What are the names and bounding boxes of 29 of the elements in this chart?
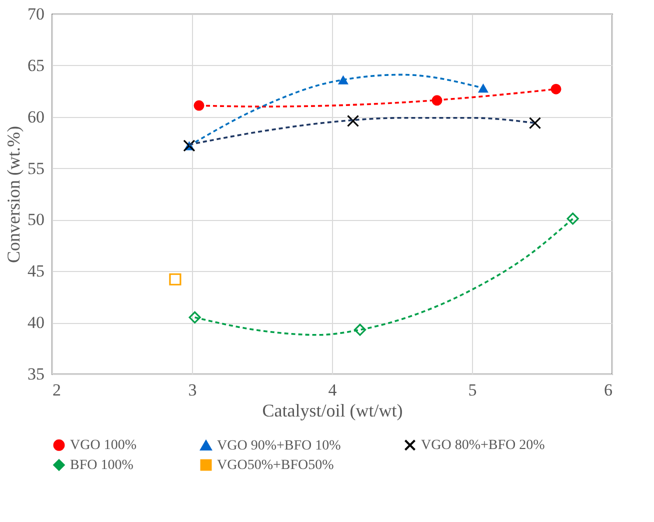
legend-label: BFO 100% (70, 458, 134, 473)
x-tick-label: 3 (188, 380, 197, 400)
y-tick-label: 55 (28, 158, 44, 178)
point (188, 311, 201, 324)
point (338, 75, 348, 84)
point (528, 116, 542, 130)
x-axis-title: Catalyst/oil (wt/wt) (262, 400, 403, 420)
point (346, 114, 360, 128)
point (550, 84, 562, 94)
y-tick-label: 50 (28, 210, 44, 230)
y-tick-label: 40 (28, 313, 44, 332)
y-axis-title: Conversion (wt.%) (4, 126, 24, 263)
point (566, 212, 579, 225)
legend-label: VGO 80%+BFO 20% (421, 438, 546, 454)
y-tick-label: 35 (28, 364, 44, 384)
y-tick-label: 45 (28, 262, 44, 281)
x-tick-label: 6 (604, 380, 612, 400)
point (169, 273, 182, 286)
y-tick-label: 70 (28, 4, 44, 24)
x-tick-label: 4 (328, 380, 338, 400)
legend-label: VGO 100% (70, 438, 137, 454)
y-tick-label: 65 (28, 56, 44, 75)
point (478, 84, 488, 93)
legend-label: VGO50%+BFO50% (217, 458, 334, 473)
x-tick-label: 5 (468, 380, 477, 400)
y-tick-label: 60 (28, 107, 44, 126)
point (354, 324, 366, 336)
legend-label: VGO 90%+BFO 10% (217, 438, 342, 454)
x-tick-label: 2 (52, 380, 61, 400)
